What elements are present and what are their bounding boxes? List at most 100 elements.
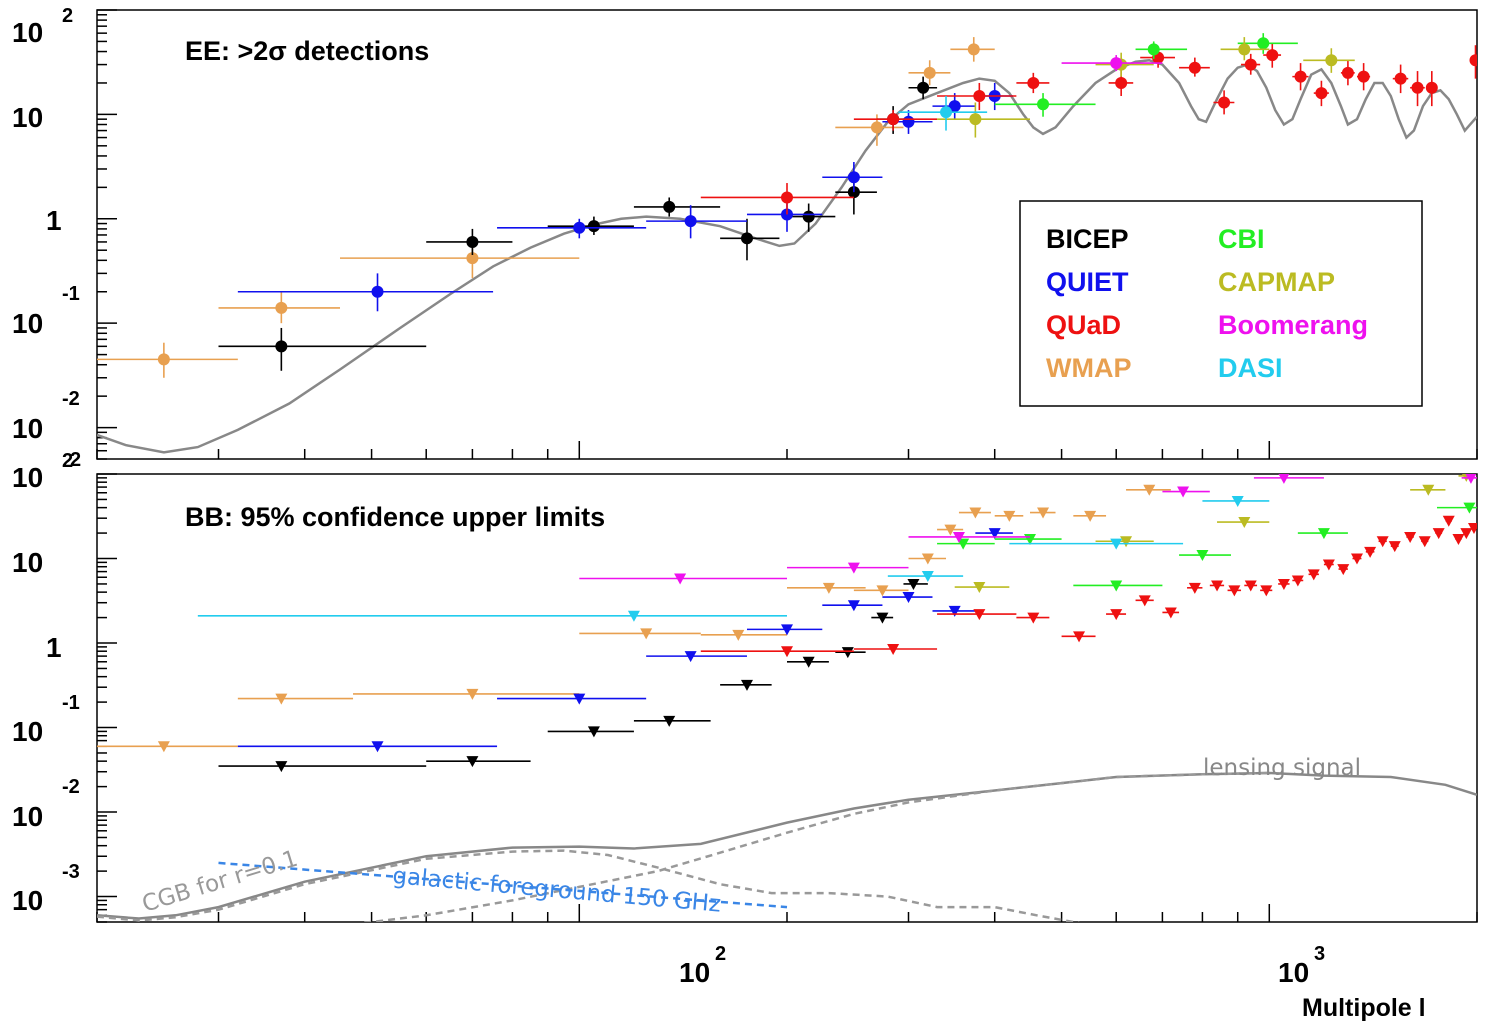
point-quiet [684,651,697,663]
point-wmap [275,301,288,314]
point-bicep [663,200,676,213]
point-bicep [587,220,600,233]
point-quad [887,643,900,655]
bb-axis-ticks [96,473,1478,923]
series-bicep [218,578,928,773]
point-wmap [822,582,835,594]
point-wmap [1003,510,1016,522]
point-dasi [921,571,934,583]
point-wmap [921,553,934,565]
point-quad [1260,585,1273,597]
curve-lensing-b-mode [361,771,1270,922]
ee-axis-ticks [96,9,1478,460]
point-wmap [1084,510,1097,522]
point-quad [887,113,900,126]
bb-ytick-1: 1 [46,632,62,663]
series-cbi [937,502,1477,592]
point-bicep [740,679,753,691]
point-cbi [1110,580,1123,592]
point-quad [1294,70,1307,83]
ee-ytick-1: 1 [46,205,62,236]
point-quad [781,191,793,204]
legend: BICEP CBI QUIET CAPMAP QUaD Boomerang WMAP DASI [1046,224,1368,383]
bb-ytick-0.1-exp: -1 [62,692,80,714]
curve-lcdm-ee-model [97,59,1477,454]
point-quad [1188,61,1201,74]
point-quiet [847,171,860,184]
bb-ytick-100-exp-upper: 2 [70,449,81,471]
point-quad [1307,569,1320,581]
point-quad [1350,553,1363,565]
bb-y-tick-labels: 2 10 2 10 1 -1 10 -2 10 -3 10 [12,449,81,916]
point-boomerang [1110,57,1123,70]
point-quad [1341,66,1354,79]
xtick-1000: 10 [1278,957,1309,988]
point-boomerang [1465,474,1477,484]
point-quad [973,609,986,621]
point-bicep [663,715,676,727]
ee-plot-area [97,33,1477,454]
ee-panel-title: EE: >2σ detections [185,36,429,66]
point-quiet [573,221,586,234]
point-quad [1211,580,1224,592]
curve-cgb-for-r-0-1 [97,849,1080,922]
series-quiet [237,528,1013,753]
point-bicep [740,232,753,245]
point-capmap [1120,536,1133,548]
point-bicep [275,761,288,773]
point-quad [1027,612,1040,624]
point-capmap [1422,484,1435,496]
point-capmap [973,582,986,594]
point-quad [1244,58,1257,71]
series-dasi [197,495,1270,622]
point-quiet [948,605,961,617]
lensing-signal-label: lensing signal [1203,755,1361,781]
point-quad [1357,70,1370,83]
point-quiet [902,115,915,128]
point-capmap [1238,43,1251,56]
series-capmap [937,37,1355,138]
legend-item-cbi: CBI [1218,224,1265,254]
point-quad [1218,96,1231,109]
legend-box [1019,200,1423,407]
series-boomerang [1061,55,1163,72]
point-quad [1425,81,1438,94]
point-quiet [902,592,915,604]
point-wmap [466,252,479,265]
series-bicep [218,76,938,371]
point-boomerang [1177,486,1190,498]
point-quad [1467,522,1477,534]
point-wmap [967,43,980,56]
bb-ytick-100-exp: 2 [62,450,73,472]
point-cbi [1037,98,1050,111]
point-dasi [1110,538,1123,550]
point-wmap [1143,484,1156,496]
point-cbi [1257,37,1270,50]
point-quad [1277,578,1290,590]
ee-ytick-0.01-exp: -2 [62,388,80,410]
point-quiet [684,215,697,228]
point-cbi [1196,550,1209,562]
bb-ytick-0.01: 10 [12,801,43,832]
point-quad [781,646,793,658]
point-quad [1376,536,1389,548]
point-quad [1266,49,1279,62]
point-bicep [907,578,920,590]
legend-item-quad: QUaD [1046,310,1121,340]
point-quad [1394,72,1407,85]
point-wmap [466,688,479,700]
point-capmap [1325,54,1338,67]
point-quiet [371,285,384,298]
point-wmap [275,693,288,705]
legend-item-dasi: DASI [1218,353,1283,383]
point-quad [1388,541,1401,553]
bb-ytick-100: 10 [12,462,43,493]
point-bicep [275,340,288,353]
point-bicep [466,756,479,768]
point-dasi [627,610,640,622]
point-wmap [157,353,170,366]
point-quad [1432,528,1445,540]
point-quad [1291,575,1304,587]
point-quiet [781,624,793,636]
bb-ytick-0.001-exp: -3 [62,861,80,883]
